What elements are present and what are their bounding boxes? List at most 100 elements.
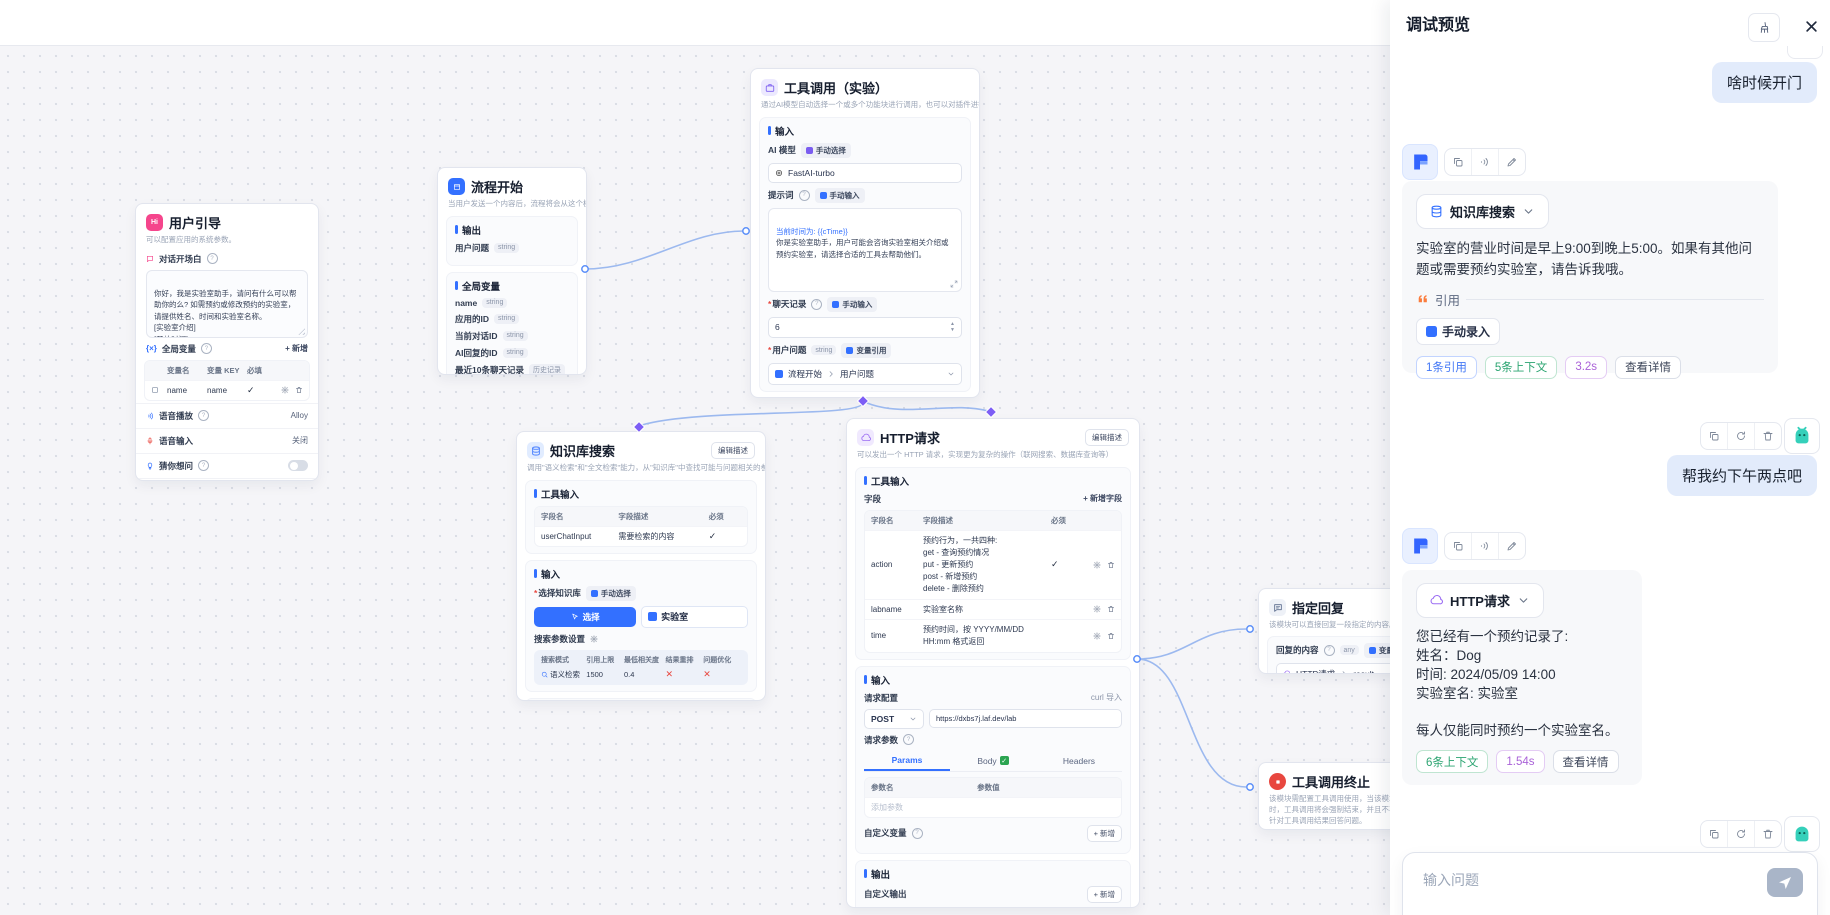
gear-icon[interactable]: [1093, 561, 1101, 569]
node-http-request[interactable]: HTTP请求 编辑描述 可以发出一个 HTTP 请求，实现更为复杂的操作（联网搜…: [846, 418, 1140, 908]
add-variable-button[interactable]: + 新增: [285, 344, 308, 354]
expand-icon[interactable]: [950, 280, 958, 288]
trash-icon[interactable]: [295, 386, 303, 394]
add-param-placeholder[interactable]: 添加参数: [871, 802, 903, 812]
url-value: https://dxbs7j.laf.dev/lab: [936, 714, 1017, 724]
delete-button[interactable]: [1754, 821, 1781, 847]
prompt-textarea[interactable]: 当前时间为: {{cTime}} 你是实验室助手，用户可能会咨询实验室相关介绍或…: [768, 207, 962, 292]
select-dataset-button[interactable]: 选择: [534, 606, 637, 627]
user-avatar[interactable]: [1784, 816, 1820, 852]
gear-icon[interactable]: [1093, 632, 1101, 640]
question-source: 流程开始: [788, 368, 823, 379]
context-count-badge[interactable]: 5条上下文: [1484, 355, 1558, 379]
message-toolbar: [1444, 532, 1526, 560]
user-message[interactable]: 帮我约下午两点吧: [1666, 455, 1817, 496]
tab-headers[interactable]: Headers: [1062, 755, 1096, 766]
database-icon: [1431, 205, 1442, 218]
voice-input-row[interactable]: 语音输入 关闭: [136, 427, 318, 453]
duration-badge[interactable]: 3.2s: [1565, 355, 1608, 379]
add-custom-var-button[interactable]: + 新增: [1086, 824, 1122, 842]
field-row-labname[interactable]: labname 实验室名称: [865, 598, 1121, 619]
dataset-chip[interactable]: 实验室: [641, 605, 748, 628]
node-flow-start[interactable]: 流程开始 当用户发送一个内容后，流程将会从这个模块开始执行。 输出 用户问题 st…: [437, 167, 587, 375]
assistant-avatar[interactable]: [1402, 528, 1438, 564]
user-avatar[interactable]: [1784, 418, 1820, 454]
gear-icon[interactable]: [590, 635, 598, 643]
connector-reply-in[interactable]: [1246, 625, 1254, 633]
search-mode-value: 语义检索: [550, 669, 580, 679]
tool-input-row[interactable]: userChatInput 需要检索的内容: [535, 525, 747, 546]
tool-handle-http[interactable]: [984, 405, 998, 419]
copy-button[interactable]: [1445, 149, 1471, 175]
stepper-arrows-icon[interactable]: ▲ ▼: [950, 320, 955, 333]
edit-desc-button[interactable]: 编辑描述: [1085, 429, 1129, 446]
manual-input-badge[interactable]: 手动输入: [827, 296, 878, 312]
curl-import-button[interactable]: curl 导入: [1090, 693, 1122, 703]
duration-badge[interactable]: 1.54s: [1496, 750, 1545, 774]
trash-icon[interactable]: [1107, 561, 1115, 569]
method-select[interactable]: POST: [864, 708, 924, 729]
connector-stop-in[interactable]: [1246, 783, 1254, 791]
gear-icon[interactable]: [1093, 605, 1101, 613]
body-check-icon: [999, 756, 1009, 766]
question-field: 用户问题: [840, 368, 875, 379]
schedule-row[interactable]: 定时执行 未开启: [136, 477, 318, 480]
read-aloud-button[interactable]: [1471, 533, 1498, 559]
field-row-action[interactable]: action 预约行为，一共四种: get - 查询预约情况 put - 更新预…: [865, 529, 1121, 599]
delete-button[interactable]: [1754, 423, 1781, 449]
model-select[interactable]: FastAI-turbo: [768, 162, 962, 183]
tab-body[interactable]: Body: [950, 751, 1036, 771]
send-button[interactable]: [1767, 868, 1803, 897]
copy-button[interactable]: [1701, 423, 1727, 449]
manual-input-badge[interactable]: 手动输入: [814, 187, 865, 203]
module-dropdown-http[interactable]: HTTP请求: [1416, 583, 1544, 618]
workflow-canvas[interactable]: Hi 用户引导 可以配置应用的系统参数。 对话开场白 你好，我是实验室助手，请问…: [0, 0, 1560, 915]
opening-textarea[interactable]: 你好，我是实验室助手，请问有什么可以帮助你的么? 如需预约或修改预约的实验室，请…: [146, 269, 308, 338]
clear-history-button[interactable]: [1748, 13, 1780, 42]
manual-select-badge[interactable]: 手动选择: [585, 585, 636, 601]
voice-play-row[interactable]: 语音播放 Alloy: [136, 402, 318, 428]
context-count-badge[interactable]: 6条上下文: [1416, 750, 1489, 774]
manual-select-badge[interactable]: 手动选择: [800, 142, 851, 158]
trash-icon[interactable]: [1107, 632, 1115, 640]
add-field-button[interactable]: + 新增字段: [1083, 494, 1122, 504]
resize-handle-icon[interactable]: [298, 327, 305, 335]
select-kb-label: 选择知识库: [534, 587, 581, 599]
question-source-select[interactable]: 流程开始 用户问题: [768, 362, 962, 385]
retry-button[interactable]: [1727, 423, 1754, 449]
view-detail-button[interactable]: 查看详情: [1552, 750, 1619, 774]
user-message[interactable]: 啥时候开门: [1711, 62, 1817, 103]
view-detail-button[interactable]: 查看详情: [1615, 355, 1682, 379]
chat-input[interactable]: [1421, 871, 1755, 889]
edit-desc-button[interactable]: 编辑描述: [711, 442, 755, 459]
copy-button[interactable]: [1445, 533, 1471, 559]
trash-icon[interactable]: [1107, 605, 1115, 613]
history-count-stepper[interactable]: 6 ▲ ▼: [768, 316, 962, 338]
guess-question-row[interactable]: 猜你想问: [136, 452, 318, 478]
node-kb-search[interactable]: 知识库搜索 编辑描述 调用"语义检索"和"全文检索"能力，从"知识库"中查找可能…: [516, 431, 766, 701]
quote-count-badge[interactable]: 1条引用: [1416, 355, 1477, 379]
module-dropdown-kb-search[interactable]: 知识库搜索: [1416, 194, 1550, 229]
node-title: 指定回复: [1292, 601, 1345, 616]
var-ref-badge[interactable]: 变量引用: [841, 342, 892, 358]
variable-row[interactable]: name name: [145, 379, 309, 400]
node-tool-call[interactable]: 工具调用（实验） 通过AI模型自动选择一个或多个功能块进行调用，也可以对插件进行…: [750, 68, 980, 398]
quote-source-chip[interactable]: 手动录入: [1416, 317, 1501, 345]
connector-toolcall-in[interactable]: [742, 227, 750, 235]
url-input[interactable]: https://dxbs7j.laf.dev/lab: [929, 709, 1122, 729]
tab-params[interactable]: Params: [864, 751, 950, 771]
retry-button[interactable]: [1727, 821, 1754, 847]
copy-button[interactable]: [1701, 821, 1727, 847]
edit-button[interactable]: [1498, 149, 1525, 175]
gear-icon[interactable]: [281, 386, 289, 394]
field-row-time[interactable]: time 预约时间，按 YYYY/MM/DD HH:mm 格式返回: [865, 618, 1121, 652]
read-aloud-button[interactable]: [1471, 149, 1498, 175]
chevron-down-icon: [910, 717, 916, 721]
node-title: HTTP请求: [880, 431, 940, 446]
node-user-guide[interactable]: Hi 用户引导 可以配置应用的系统参数。 对话开场白 你好，我是实验室助手，请问…: [135, 203, 319, 481]
close-panel-button[interactable]: [1798, 13, 1824, 39]
add-custom-output-button[interactable]: + 新增: [1086, 885, 1122, 903]
assistant-avatar[interactable]: [1402, 144, 1438, 180]
edit-button[interactable]: [1498, 533, 1525, 559]
guess-question-toggle[interactable]: [288, 460, 308, 472]
